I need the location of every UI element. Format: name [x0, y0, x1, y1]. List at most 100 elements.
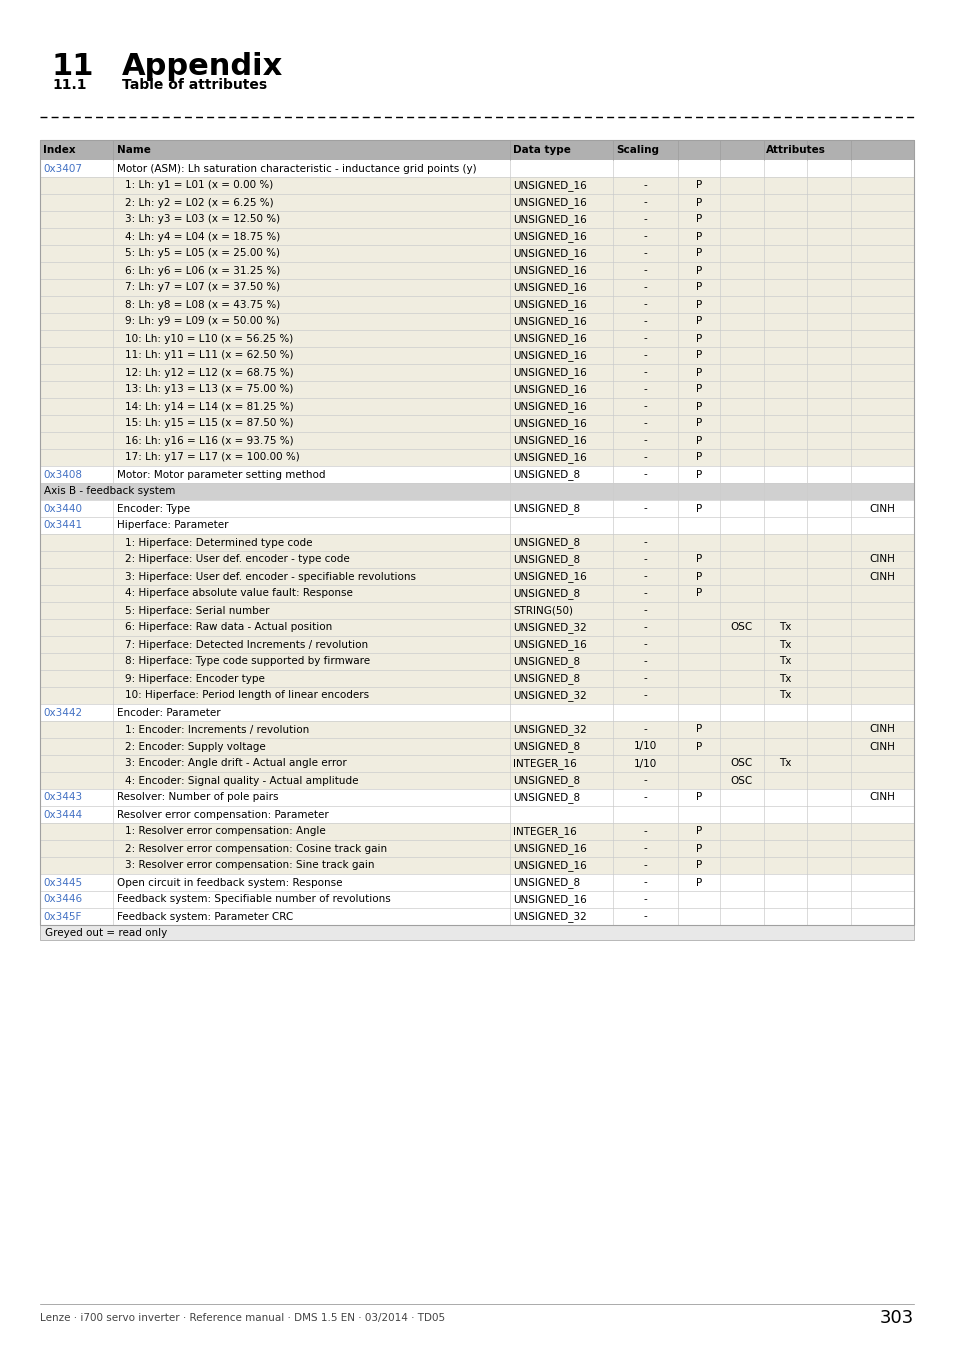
Text: P: P [695, 231, 701, 242]
Text: CINH: CINH [869, 555, 895, 564]
Text: -: - [643, 844, 647, 853]
Text: P: P [695, 571, 701, 582]
Text: 0x3408: 0x3408 [43, 470, 82, 479]
Text: -: - [643, 436, 647, 446]
Text: Table of attributes: Table of attributes [122, 78, 267, 92]
Text: P: P [695, 215, 701, 224]
Text: -: - [643, 606, 647, 616]
Bar [40, 381, 913, 398]
Text: UNSIGNED_32: UNSIGNED_32 [513, 911, 586, 922]
Text: UNSIGNED_16: UNSIGNED_16 [513, 842, 586, 855]
Text: 0x3444: 0x3444 [43, 810, 82, 819]
Text: 10: Hiperface: Period length of linear encoders: 10: Hiperface: Period length of linear e… [125, 690, 368, 701]
Text: -: - [643, 300, 647, 309]
Text: Resolver: Number of pole pairs: Resolver: Number of pole pairs [116, 792, 277, 802]
Text: P: P [695, 555, 701, 564]
Text: 4: Hiperface absolute value fault: Response: 4: Hiperface absolute value fault: Respo… [125, 589, 352, 598]
Bar [40, 140, 913, 925]
Text: UNSIGNED_8: UNSIGNED_8 [513, 554, 579, 564]
Text: -: - [643, 725, 647, 734]
Text: CINH: CINH [869, 792, 895, 802]
Bar [40, 228, 913, 244]
Bar [40, 670, 913, 687]
Text: OSC: OSC [730, 775, 752, 786]
Text: -: - [643, 674, 647, 683]
Text: P: P [695, 418, 701, 428]
Text: 15: Lh: y15 = L15 (x = 87.50 %): 15: Lh: y15 = L15 (x = 87.50 %) [125, 418, 293, 428]
Text: 9: Lh: y9 = L09 (x = 50.00 %): 9: Lh: y9 = L09 (x = 50.00 %) [125, 316, 279, 327]
Bar [40, 414, 913, 432]
Text: UNSIGNED_16: UNSIGNED_16 [513, 571, 586, 582]
Text: P: P [695, 792, 701, 802]
Text: -: - [643, 537, 647, 548]
Text: UNSIGNED_16: UNSIGNED_16 [513, 215, 586, 225]
Text: 1: Hiperface: Determined type code: 1: Hiperface: Determined type code [125, 537, 312, 548]
Text: CINH: CINH [869, 571, 895, 582]
Text: Motor (ASM): Lh saturation characteristic - inductance grid points (y): Motor (ASM): Lh saturation characteristi… [116, 163, 476, 174]
Text: Index: Index [43, 144, 75, 155]
Text: UNSIGNED_16: UNSIGNED_16 [513, 639, 586, 649]
Text: P: P [695, 300, 701, 309]
Text: UNSIGNED_8: UNSIGNED_8 [513, 504, 579, 514]
Text: 2: Resolver error compensation: Cosine track gain: 2: Resolver error compensation: Cosine t… [125, 844, 386, 853]
Text: -: - [643, 640, 647, 649]
Text: 2: Encoder: Supply voltage: 2: Encoder: Supply voltage [125, 741, 265, 752]
Text: UNSIGNED_16: UNSIGNED_16 [513, 383, 586, 396]
Text: P: P [695, 367, 701, 378]
Bar [40, 398, 913, 414]
Bar [40, 194, 913, 211]
Text: UNSIGNED_16: UNSIGNED_16 [513, 350, 586, 360]
Text: 8: Hiperface: Type code supported by firmware: 8: Hiperface: Type code supported by fir… [125, 656, 369, 667]
Text: UNSIGNED_8: UNSIGNED_8 [513, 775, 579, 786]
Text: P: P [695, 385, 701, 394]
Text: Hiperface: Parameter: Hiperface: Parameter [116, 521, 228, 531]
Text: P: P [695, 266, 701, 275]
Text: P: P [695, 436, 701, 446]
Text: UNSIGNED_16: UNSIGNED_16 [513, 316, 586, 327]
Text: 5: Hiperface: Serial number: 5: Hiperface: Serial number [125, 606, 269, 616]
Text: 5: Lh: y5 = L05 (x = 25.00 %): 5: Lh: y5 = L05 (x = 25.00 %) [125, 248, 279, 258]
Bar [40, 364, 913, 381]
Bar [40, 925, 913, 940]
Text: UNSIGNED_8: UNSIGNED_8 [513, 878, 579, 888]
Bar [40, 585, 913, 602]
Text: UNSIGNED_16: UNSIGNED_16 [513, 418, 586, 429]
Bar [40, 347, 913, 364]
Text: P: P [695, 860, 701, 871]
Text: Tx: Tx [779, 690, 791, 701]
Text: UNSIGNED_32: UNSIGNED_32 [513, 690, 586, 701]
Bar [40, 211, 913, 228]
Text: STRING(50): STRING(50) [513, 606, 573, 616]
Text: Encoder: Type: Encoder: Type [116, 504, 190, 513]
Bar [40, 857, 913, 873]
Text: CINH: CINH [869, 741, 895, 752]
Text: -: - [643, 878, 647, 887]
Text: -: - [643, 911, 647, 922]
Text: 1: Resolver error compensation: Angle: 1: Resolver error compensation: Angle [125, 826, 325, 837]
Text: Encoder: Parameter: Encoder: Parameter [116, 707, 220, 717]
Text: CINH: CINH [869, 504, 895, 513]
Text: P: P [695, 333, 701, 343]
Text: 13: Lh: y13 = L13 (x = 75.00 %): 13: Lh: y13 = L13 (x = 75.00 %) [125, 385, 293, 394]
Text: UNSIGNED_8: UNSIGNED_8 [513, 674, 579, 684]
Text: P: P [695, 316, 701, 327]
Text: UNSIGNED_16: UNSIGNED_16 [513, 180, 586, 190]
Bar [40, 535, 913, 551]
Text: UNSIGNED_8: UNSIGNED_8 [513, 792, 579, 803]
Bar [40, 244, 913, 262]
Bar [40, 500, 913, 517]
Bar [40, 602, 913, 620]
Bar [40, 161, 913, 177]
Text: P: P [695, 741, 701, 752]
Bar [40, 517, 913, 535]
Text: UNSIGNED_8: UNSIGNED_8 [513, 741, 579, 752]
Text: 10: Lh: y10 = L10 (x = 56.25 %): 10: Lh: y10 = L10 (x = 56.25 %) [125, 333, 293, 343]
Text: UNSIGNED_16: UNSIGNED_16 [513, 401, 586, 412]
Bar [40, 788, 913, 806]
Text: UNSIGNED_16: UNSIGNED_16 [513, 860, 586, 871]
Text: UNSIGNED_8: UNSIGNED_8 [513, 468, 579, 481]
Text: UNSIGNED_16: UNSIGNED_16 [513, 333, 586, 344]
Text: P: P [695, 401, 701, 412]
Text: -: - [643, 197, 647, 208]
Text: -: - [643, 589, 647, 598]
